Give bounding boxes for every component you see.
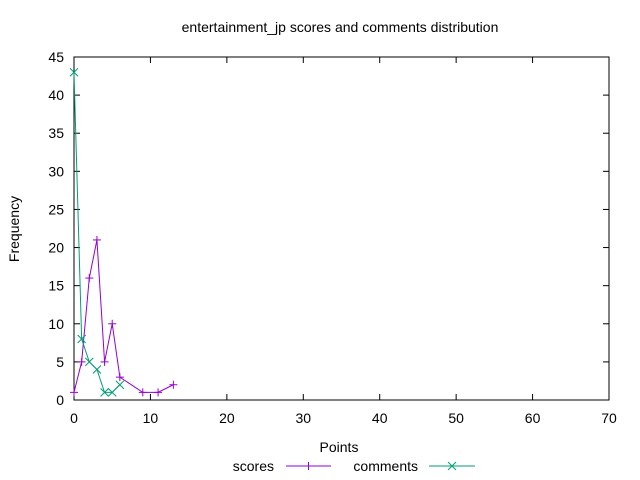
y-tick-label: 0 bbox=[56, 392, 64, 408]
x-tick-label: 60 bbox=[525, 410, 541, 426]
series-line bbox=[73, 72, 121, 393]
legend: scores comments bbox=[233, 458, 475, 474]
data-point bbox=[115, 380, 125, 390]
x-axis-label: Points bbox=[320, 439, 359, 455]
series-scores bbox=[70, 235, 178, 397]
x-tick-label: 70 bbox=[601, 410, 617, 426]
data-point bbox=[92, 365, 102, 374]
plot-frame bbox=[73, 56, 610, 401]
x-tick-label: 40 bbox=[372, 410, 388, 426]
data-point bbox=[100, 388, 109, 397]
x-tick-label: 30 bbox=[295, 410, 311, 426]
y-tick-label: 25 bbox=[48, 201, 64, 217]
data-point bbox=[84, 357, 94, 367]
y-tick-label: 40 bbox=[48, 87, 64, 103]
y-tick-label: 45 bbox=[48, 49, 64, 65]
x-tick-label: 0 bbox=[70, 410, 78, 426]
data-point bbox=[107, 388, 117, 397]
y-axis-label: Frequency bbox=[6, 196, 22, 262]
y-tick-label: 10 bbox=[48, 316, 64, 332]
legend-marker bbox=[447, 461, 457, 471]
x-tick-label: 50 bbox=[448, 410, 464, 426]
y-tick-label: 20 bbox=[48, 240, 64, 256]
y-tick-label: 5 bbox=[56, 354, 64, 370]
y-tick-label: 35 bbox=[48, 125, 64, 141]
data-point bbox=[69, 67, 79, 77]
legend-label: comments bbox=[353, 458, 418, 474]
x-tick-label: 20 bbox=[219, 410, 235, 426]
series-layer bbox=[69, 67, 178, 397]
axis-ticks: 0 10 20 30 40 50 60 70 0 5 10 15 20 25 30 35 40 45 bbox=[48, 49, 617, 426]
y-tick-label: 15 bbox=[48, 278, 64, 294]
data-point bbox=[77, 334, 86, 344]
series-comments bbox=[69, 67, 125, 397]
series-line bbox=[73, 239, 174, 393]
legend-label: scores bbox=[233, 458, 274, 474]
y-tick-label: 30 bbox=[48, 163, 64, 179]
chart-title: entertainment_jp scores and comments dis… bbox=[182, 19, 499, 35]
x-tick-label: 10 bbox=[143, 410, 159, 426]
